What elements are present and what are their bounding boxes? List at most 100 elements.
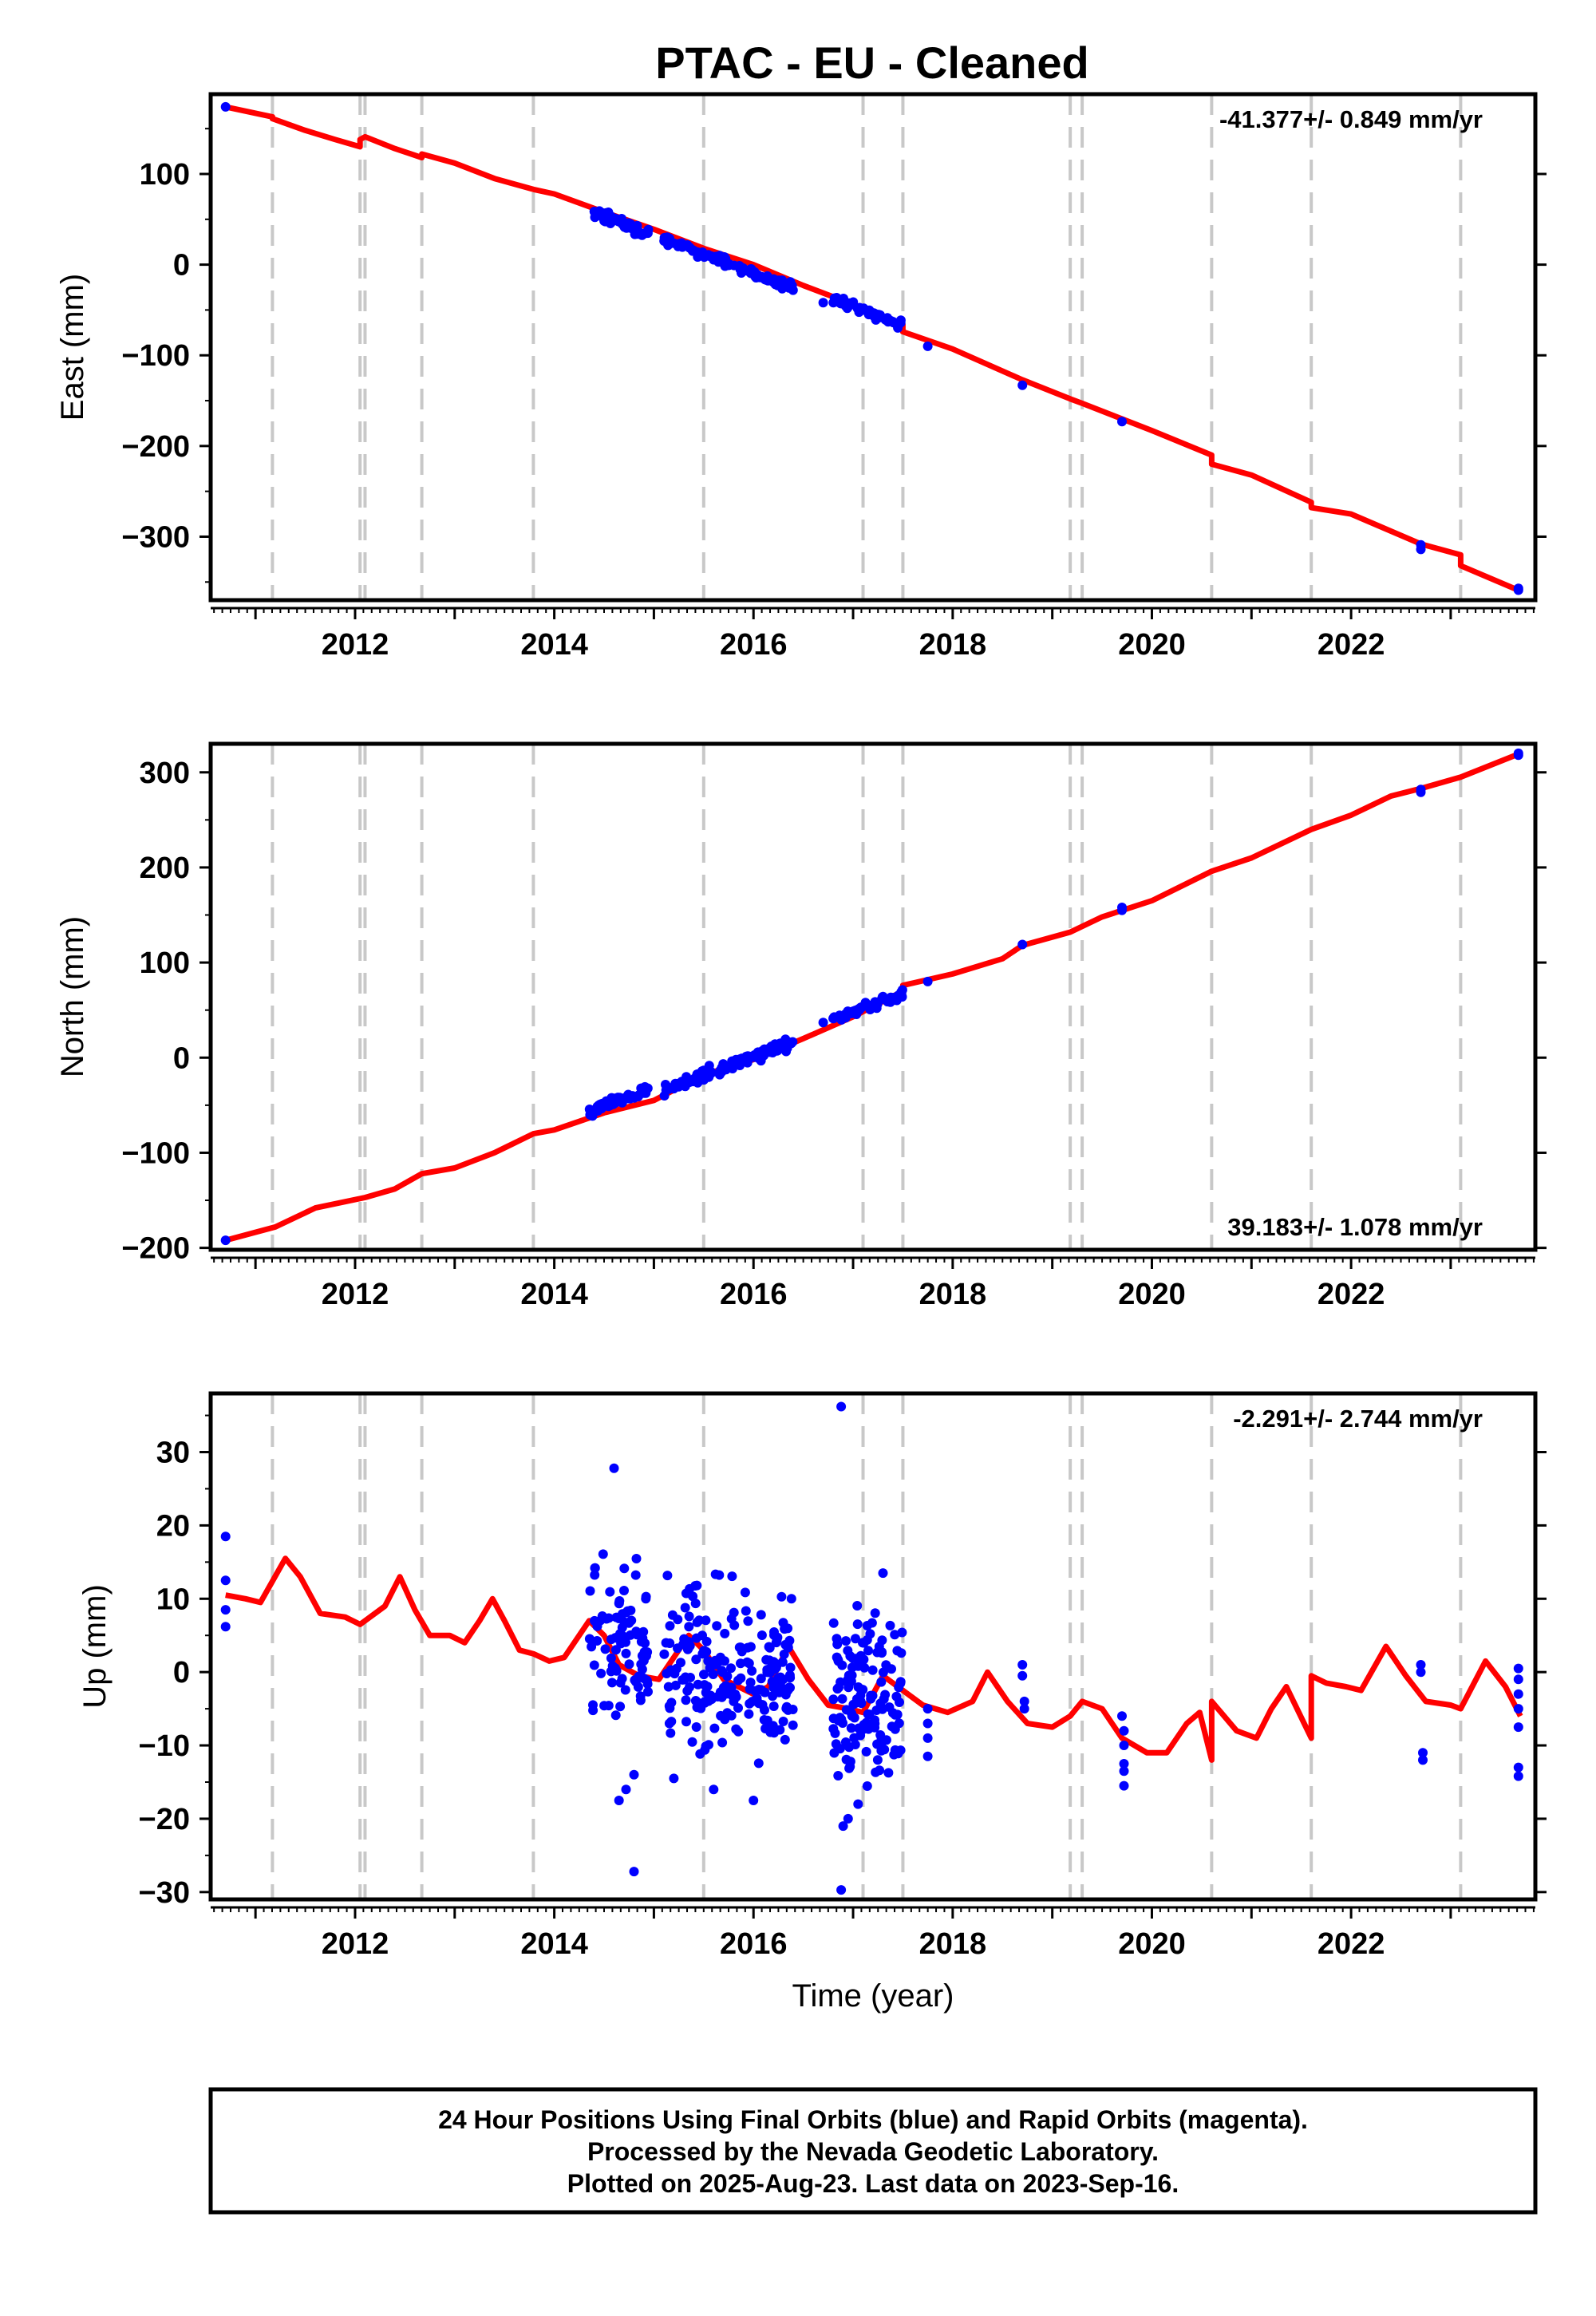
panel-plot-area: [220, 748, 1523, 1246]
data-point: [691, 1633, 701, 1643]
data-point: [692, 1580, 702, 1591]
data-point: [875, 1698, 886, 1709]
data-point: [785, 1682, 795, 1693]
data-point: [836, 1714, 847, 1725]
data-point: [691, 1654, 701, 1665]
data-point: [642, 1676, 652, 1686]
chart-title: PTAC - EU - Cleaned: [655, 38, 1088, 88]
data-point: [722, 1671, 733, 1682]
data-point: [585, 1586, 595, 1596]
data-point: [853, 1799, 863, 1809]
data-point: [621, 1648, 631, 1658]
data-point: [700, 1697, 710, 1708]
data-point: [834, 1012, 844, 1022]
data-point: [922, 976, 933, 986]
data-point: [673, 1643, 682, 1654]
panel-plot-area: [220, 101, 1523, 595]
panels: 2012 2014 2016 2018 2020 20221000−100−200−300…: [55, 92, 1547, 2014]
data-point: [785, 1662, 796, 1673]
x-axis-label: Time (year): [792, 1978, 954, 2014]
data-point: [786, 1594, 796, 1604]
x-tick-label: 2012: [322, 1927, 389, 1961]
data-point: [1513, 1771, 1523, 1781]
rate-annotation: -41.377+/- 0.849 mm/yr: [1219, 105, 1483, 133]
data-point: [691, 1722, 701, 1732]
y-tick-label: 100: [140, 947, 190, 980]
data-point: [753, 1758, 764, 1769]
data-point: [678, 1674, 688, 1685]
data-point: [756, 1610, 766, 1620]
data-point: [743, 1616, 753, 1626]
data-point: [885, 1620, 895, 1630]
x-tick-label: 2022: [1317, 1278, 1385, 1311]
data-point: [855, 1690, 866, 1701]
data-point: [1117, 903, 1127, 912]
data-point: [220, 101, 231, 112]
data-point: [624, 1617, 634, 1627]
data-point: [861, 1746, 871, 1757]
data-point: [601, 207, 611, 218]
data-point: [701, 1615, 711, 1626]
data-point: [1513, 1722, 1523, 1733]
data-point: [828, 1694, 839, 1705]
data-point: [624, 1659, 634, 1670]
panel-east: 2012 2014 2016 2018 2020 2022 100 0 −100 −200 −300…: [55, 92, 1547, 662]
data-point: [883, 1768, 894, 1778]
data-point: [779, 1649, 789, 1659]
data-point: [699, 1680, 709, 1690]
data-point: [854, 1005, 864, 1015]
data-point: [772, 1045, 782, 1056]
data-point: [641, 1594, 651, 1604]
data-point: [785, 1673, 796, 1683]
x-tick-label: 2014: [520, 628, 588, 662]
x-tick-label: 2020: [1118, 1927, 1186, 1961]
data-point: [620, 1685, 630, 1695]
data-point: [775, 279, 785, 289]
y-tick-label: −10: [139, 1729, 190, 1763]
data-point: [662, 1571, 673, 1581]
data-point: [838, 1821, 848, 1832]
data-point: [727, 1571, 737, 1582]
x-tick-label: 2016: [720, 1927, 788, 1961]
data-point: [1019, 1704, 1029, 1714]
data-point: [666, 1697, 677, 1708]
data-point: [728, 1691, 738, 1701]
data-point: [680, 1603, 690, 1613]
data-point: [665, 1638, 675, 1648]
data-point: [600, 1644, 610, 1654]
data-point: [662, 1669, 672, 1678]
data-point: [670, 1669, 680, 1679]
data-point: [590, 1563, 600, 1573]
data-point: [643, 1686, 653, 1697]
data-point: [851, 1634, 860, 1644]
data-point: [1119, 1725, 1129, 1736]
data-point: [847, 1708, 856, 1718]
x-tick-label: 2020: [1118, 1278, 1186, 1311]
data-point: [863, 1646, 873, 1656]
data-point: [865, 1629, 875, 1639]
data-point: [890, 1709, 900, 1720]
data-point: [768, 274, 778, 284]
data-point: [1017, 939, 1028, 950]
data-point: [892, 1646, 903, 1656]
data-point: [589, 207, 599, 216]
data-point: [764, 1043, 774, 1053]
data-point: [849, 1733, 859, 1743]
data-point: [851, 1697, 861, 1708]
x-tick-label: 2014: [520, 1278, 588, 1311]
data-point: [610, 1096, 620, 1105]
data-point: [630, 229, 640, 239]
data-point: [717, 1737, 728, 1748]
data-point: [1418, 1748, 1428, 1758]
data-point: [615, 1701, 626, 1712]
data-point: [922, 341, 933, 351]
data-point: [780, 1734, 790, 1745]
data-point: [617, 1674, 627, 1684]
data-point: [681, 1717, 691, 1727]
data-point: [1416, 544, 1426, 555]
data-point: [887, 1721, 897, 1732]
data-point: [1017, 380, 1028, 390]
data-point: [889, 993, 899, 1002]
data-point: [1513, 1663, 1523, 1674]
